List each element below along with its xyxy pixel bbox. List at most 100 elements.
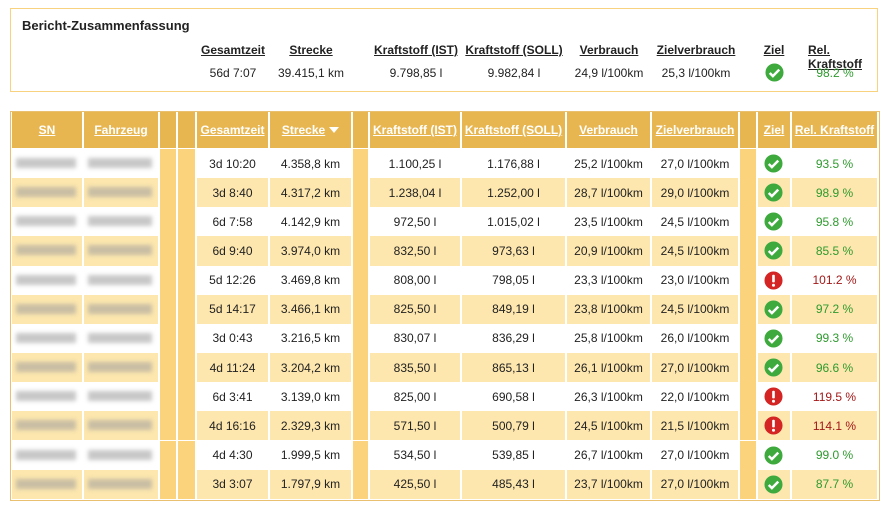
spacer-cell <box>353 353 368 383</box>
spacer-cell <box>178 236 195 266</box>
table-cell <box>12 469 82 499</box>
redacted <box>16 158 76 168</box>
table-cell: 5d 14:17 <box>197 294 268 324</box>
spacer-cell <box>178 353 195 383</box>
column-header[interactable]: SN <box>12 112 82 148</box>
spacer-cell <box>178 411 195 441</box>
column-header[interactable]: Verbrauch <box>567 112 650 148</box>
table-cell <box>84 411 158 441</box>
spacer-cell <box>740 353 756 383</box>
table-cell: 24,5 l/100km <box>567 411 650 441</box>
table-cell: 26,7 l/100km <box>567 440 650 470</box>
table-cell: 4d 11:24 <box>197 353 268 383</box>
spacer-cell <box>740 265 756 295</box>
spacer-cell <box>353 236 368 266</box>
table-cell <box>84 149 158 179</box>
column-header[interactable]: Rel. Kraftstoff <box>792 112 877 148</box>
table-cell: 425,50 l <box>370 469 460 499</box>
spacer-cell <box>740 236 756 266</box>
table-cell <box>84 469 158 499</box>
column-header[interactable]: Ziel <box>758 112 790 148</box>
column-header[interactable]: Kraftstoff (SOLL) <box>462 112 565 148</box>
table-cell: 93.5 % <box>792 149 877 179</box>
spacer-cell <box>160 236 176 266</box>
redacted <box>16 216 76 227</box>
table-cell: 3d 0:43 <box>197 323 268 354</box>
table-cell: 835,50 l <box>370 353 460 383</box>
table-cell: 849,19 l <box>462 294 565 324</box>
table-cell: 85.5 % <box>792 236 877 266</box>
table-cell: 3.974,0 km <box>270 236 351 266</box>
spacer-cell <box>178 149 195 179</box>
redacted <box>88 420 152 431</box>
spacer-cell <box>160 323 176 354</box>
spacer-cell <box>353 265 368 295</box>
spacer-cell <box>353 411 368 441</box>
column-header[interactable]: Strecke <box>270 112 351 148</box>
header-spacer <box>740 112 756 148</box>
table-cell: 26,3 l/100km <box>567 382 650 412</box>
spacer-cell <box>353 323 368 354</box>
redacted <box>88 245 152 256</box>
icon-ok <box>764 212 783 234</box>
spacer-cell <box>353 178 368 208</box>
spacer-cell <box>178 207 195 237</box>
table-cell: 3.139,0 km <box>270 382 351 412</box>
column-header[interactable]: Kraftstoff (IST) <box>370 112 460 148</box>
table-cell: 571,50 l <box>370 411 460 441</box>
spacer-cell <box>740 294 756 324</box>
table-cell: 26,1 l/100km <box>567 353 650 383</box>
table-cell <box>12 353 82 383</box>
icon-ok <box>765 63 784 85</box>
table-cell: 24,5 l/100km <box>652 294 738 324</box>
redacted <box>88 158 152 168</box>
icon-svg <box>764 183 783 202</box>
table-cell: 28,7 l/100km <box>567 178 650 208</box>
table-frame <box>10 111 880 501</box>
table-cell: 98.9 % <box>792 178 877 208</box>
table-cell: 24,5 l/100km <box>652 207 738 237</box>
redacted <box>16 332 76 343</box>
table-cell: 1.999,5 km <box>270 440 351 470</box>
spacer-cell <box>178 382 195 412</box>
column-header[interactable]: Zielverbrauch <box>652 112 738 148</box>
table-cell <box>12 149 82 179</box>
table-cell: 832,50 l <box>370 236 460 266</box>
redacted <box>16 362 76 373</box>
spacer-cell <box>740 178 756 208</box>
table-cell: 119.5 % <box>792 382 877 412</box>
spacer-cell <box>353 382 368 412</box>
table-cell: 836,29 l <box>462 323 565 354</box>
icon-ok <box>764 241 783 263</box>
table-cell: 22,0 l/100km <box>652 382 738 412</box>
icon-warning <box>764 416 783 438</box>
table-cell <box>12 265 82 295</box>
spacer-cell <box>160 265 176 295</box>
column-header[interactable]: Gesamtzeit <box>197 112 268 148</box>
table-cell: 3.469,8 km <box>270 265 351 295</box>
spacer-cell <box>160 382 176 412</box>
table-cell: 6d 7:58 <box>197 207 268 237</box>
table-cell: 485,43 l <box>462 469 565 499</box>
summary-header: Rel. Kraftstoff <box>808 43 862 71</box>
table-cell: 972,50 l <box>370 207 460 237</box>
table-cell: 23,8 l/100km <box>567 294 650 324</box>
summary-value: 98.2 % <box>816 66 854 80</box>
table-cell: 1.252,00 l <box>462 178 565 208</box>
redacted <box>88 478 152 489</box>
column-header[interactable]: Fahrzeug <box>84 112 158 148</box>
icon-svg <box>764 154 783 173</box>
redacted <box>16 391 76 402</box>
redacted <box>16 187 76 198</box>
icon-ok <box>764 445 783 468</box>
table-cell: 3.204,2 km <box>270 353 351 383</box>
table-cell: 3d 8:40 <box>197 178 268 208</box>
table-cell: 99.3 % <box>792 323 877 354</box>
table-cell: 2.329,3 km <box>270 411 351 441</box>
icon-svg <box>764 212 783 231</box>
table-cell: 539,85 l <box>462 440 565 470</box>
spacer-cell <box>740 469 756 499</box>
spacer-cell <box>178 265 195 295</box>
icon-svg <box>764 475 783 494</box>
